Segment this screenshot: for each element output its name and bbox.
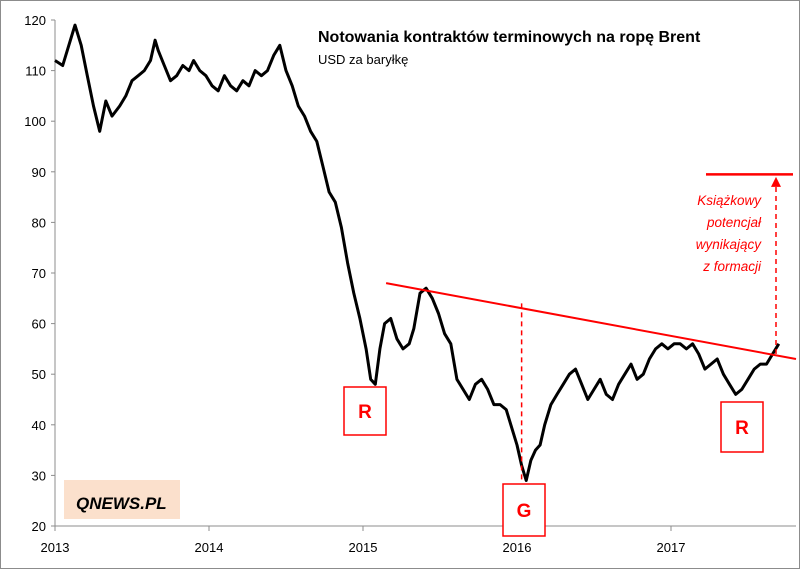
y-tick-label: 100 xyxy=(24,114,46,129)
box-g xyxy=(502,483,546,537)
y-tick-label: 80 xyxy=(32,215,46,230)
y-tick-label: 120 xyxy=(24,13,46,28)
annotation-line: Książkowy xyxy=(697,193,762,208)
y-tick-label: 110 xyxy=(25,64,46,79)
annotation-text: Książkowy potencjał wynikający z formacji xyxy=(696,193,763,274)
box-g-label: G xyxy=(517,501,532,522)
target-arrow-head xyxy=(771,176,781,187)
brent-series xyxy=(54,23,781,482)
box-r-right-label: R xyxy=(735,418,749,439)
x-tick-label: 2013 xyxy=(41,540,70,555)
y-tick-label: 40 xyxy=(32,418,46,433)
x-axis-ticks: 2013 2014 2015 2016 2017 xyxy=(41,526,686,555)
annotation-line: z formacji xyxy=(702,259,762,274)
logo: QNEWS.PL xyxy=(76,494,167,513)
y-tick-label: 70 xyxy=(32,266,46,281)
neckline xyxy=(385,282,797,361)
x-tick-label: 2014 xyxy=(195,540,224,555)
annotation-line: potencjał xyxy=(706,215,762,230)
y-tick-label: 90 xyxy=(32,165,46,180)
annotation-line: wynikający xyxy=(696,237,763,252)
box-r-left-label: R xyxy=(358,402,372,423)
y-tick-label: 50 xyxy=(32,367,46,382)
annotations: R G R xyxy=(343,173,797,537)
y-tick-label: 60 xyxy=(32,317,46,332)
chart-title: Notowania kontraktów terminowych na ropę… xyxy=(318,29,701,46)
x-tick-label: 2015 xyxy=(349,540,378,555)
logo-background xyxy=(64,480,180,519)
box-r-right xyxy=(720,401,764,453)
x-tick-label: 2016 xyxy=(503,540,532,555)
y-tick-label: 30 xyxy=(32,468,46,483)
x-tick-label: 2017 xyxy=(657,540,686,555)
chart-subtitle: USD za baryłkę xyxy=(318,52,408,67)
box-r-left xyxy=(343,386,387,436)
y-axis-ticks: 20 30 40 50 60 70 80 90 100 110 120 xyxy=(24,13,55,534)
y-tick-label: 20 xyxy=(32,519,46,534)
series-line xyxy=(54,23,781,482)
